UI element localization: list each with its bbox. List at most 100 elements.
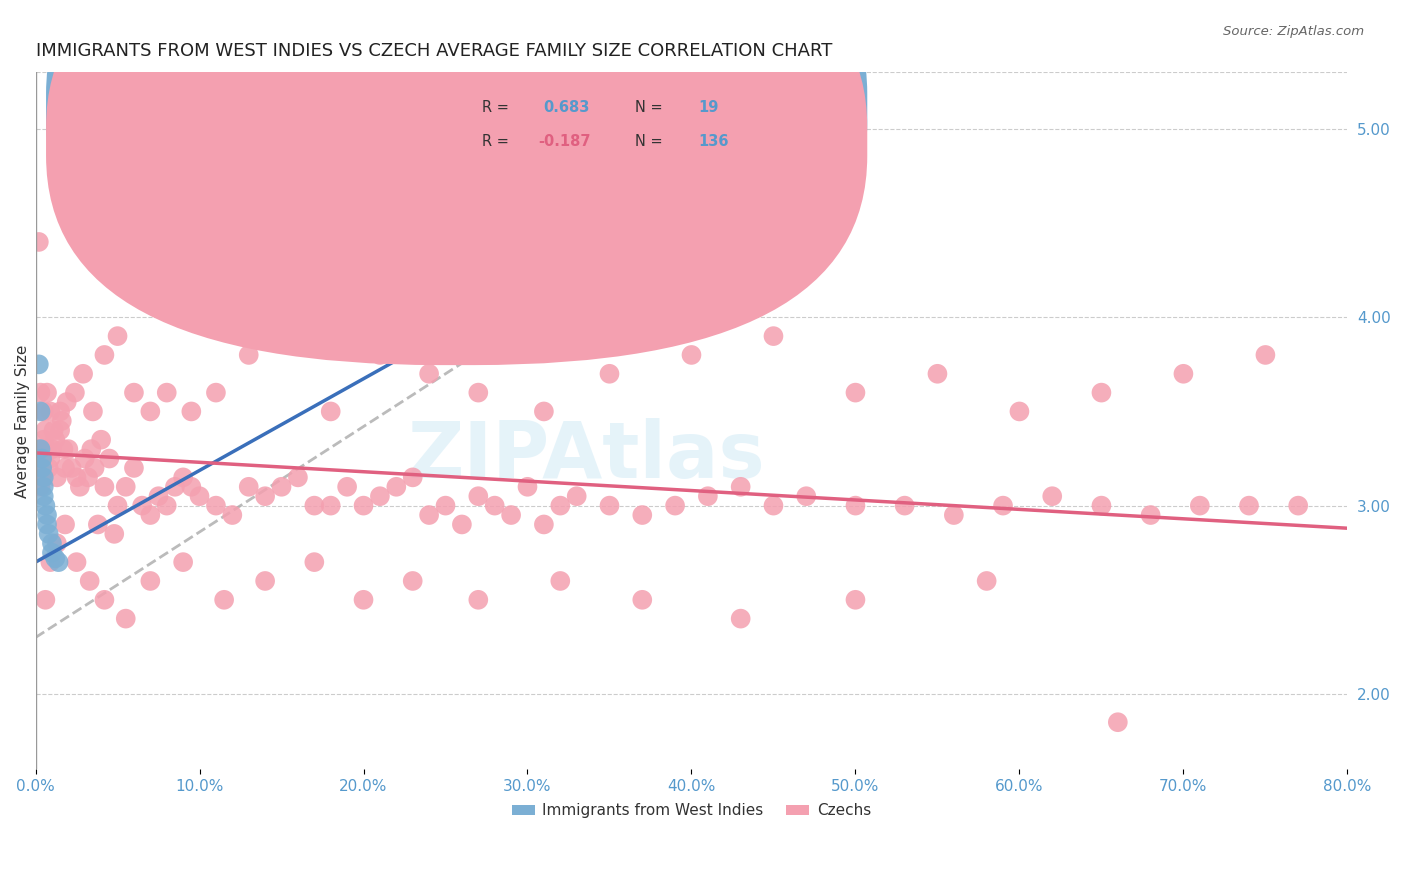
Point	[565, 489, 588, 503]
Point	[31, 470, 53, 484]
Point	[98, 451, 121, 466]
FancyBboxPatch shape	[46, 0, 868, 332]
Point	[1286, 499, 1309, 513]
Point	[696, 489, 718, 503]
Point	[1090, 499, 1112, 513]
Point	[368, 489, 391, 503]
Point	[39, 555, 62, 569]
Point	[30, 404, 52, 418]
Point	[533, 404, 555, 418]
Point	[501, 508, 523, 522]
Point	[163, 480, 186, 494]
Point	[516, 244, 538, 259]
Point	[270, 480, 292, 494]
Point	[467, 592, 489, 607]
Point	[180, 480, 202, 494]
Point	[418, 508, 440, 522]
Point	[25, 461, 48, 475]
Point	[35, 508, 58, 522]
Point	[942, 508, 965, 522]
FancyBboxPatch shape	[46, 0, 868, 365]
Point	[238, 480, 260, 494]
Point	[41, 546, 63, 560]
Point	[69, 480, 91, 494]
Point	[1008, 404, 1031, 418]
Point	[418, 367, 440, 381]
Point	[730, 480, 752, 494]
Point	[93, 592, 115, 607]
Point	[681, 348, 703, 362]
Point	[467, 489, 489, 503]
Point	[844, 592, 866, 607]
Point	[114, 480, 136, 494]
Point	[65, 555, 87, 569]
Point	[35, 517, 58, 532]
Point	[32, 404, 55, 418]
Point	[34, 423, 56, 437]
Point	[598, 367, 620, 381]
Point	[87, 517, 110, 532]
Point	[631, 592, 654, 607]
Point	[598, 499, 620, 513]
Point	[32, 489, 55, 503]
Point	[65, 470, 87, 484]
Point	[148, 489, 170, 503]
Text: 136: 136	[697, 134, 728, 149]
Text: -0.187: -0.187	[538, 134, 591, 149]
Point	[34, 592, 56, 607]
Point	[336, 480, 359, 494]
Point	[49, 404, 72, 418]
Point	[73, 451, 96, 466]
Point	[35, 442, 58, 456]
Point	[270, 329, 292, 343]
Point	[484, 253, 506, 268]
Point	[139, 404, 162, 418]
Point	[631, 508, 654, 522]
Point	[1040, 489, 1063, 503]
Text: N =: N =	[636, 134, 668, 149]
Point	[32, 480, 55, 494]
Point	[1254, 348, 1277, 362]
FancyBboxPatch shape	[416, 78, 862, 173]
Point	[139, 574, 162, 588]
Point	[39, 451, 62, 466]
Point	[45, 536, 67, 550]
Point	[31, 451, 53, 466]
Point	[28, 442, 51, 456]
Point	[114, 612, 136, 626]
Point	[44, 551, 66, 566]
Point	[35, 385, 58, 400]
Point	[1107, 715, 1129, 730]
Point	[434, 499, 457, 513]
Point	[156, 385, 179, 400]
Point	[1237, 499, 1260, 513]
Point	[30, 451, 52, 466]
Point	[122, 461, 145, 475]
Text: 19: 19	[697, 101, 718, 115]
Text: R =: R =	[482, 134, 513, 149]
Point	[107, 329, 129, 343]
Point	[172, 555, 194, 569]
Point	[131, 499, 153, 513]
Point	[30, 480, 52, 494]
Point	[72, 367, 94, 381]
Point	[1090, 385, 1112, 400]
Point	[77, 470, 100, 484]
Point	[34, 499, 56, 513]
Point	[212, 592, 235, 607]
Point	[844, 499, 866, 513]
Point	[1139, 508, 1161, 522]
Point	[60, 461, 83, 475]
Point	[32, 470, 55, 484]
Point	[304, 555, 326, 569]
Point	[79, 574, 101, 588]
Point	[180, 404, 202, 418]
Point	[550, 499, 572, 513]
Point	[52, 442, 75, 456]
Point	[55, 395, 77, 409]
Point	[550, 235, 572, 249]
Point	[93, 480, 115, 494]
Point	[402, 574, 425, 588]
Point	[516, 480, 538, 494]
Point	[30, 385, 52, 400]
